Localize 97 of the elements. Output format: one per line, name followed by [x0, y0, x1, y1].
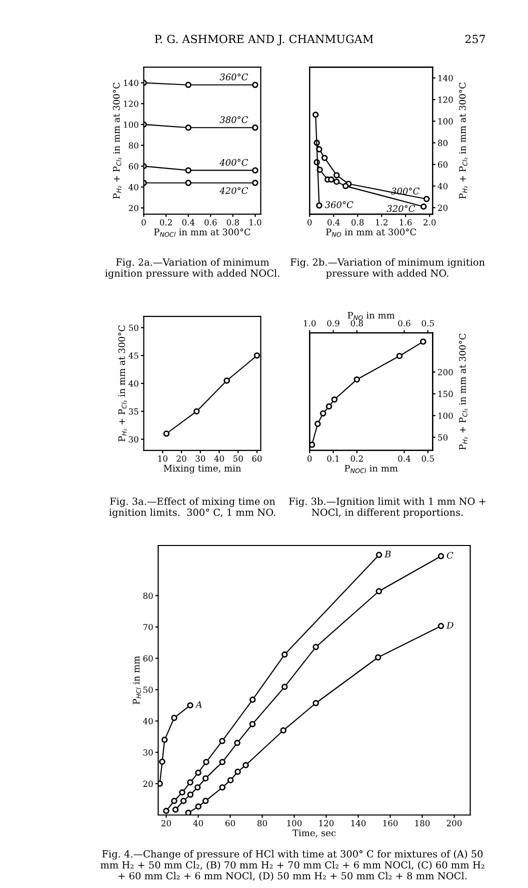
x2-axis-title: P$_{NO}$ in mm	[348, 312, 395, 320]
x-tick-label: 0.8	[352, 219, 364, 226]
y-tick-label: 35	[128, 408, 138, 415]
y-tick-label: 100	[124, 121, 138, 128]
y-tick-label: 50	[128, 324, 138, 331]
x-tick-label: 1.6	[400, 219, 412, 226]
x-tick-label: 0.8	[226, 219, 239, 226]
x-tick-label: 80	[257, 820, 267, 826]
x-tick-label: 40	[214, 455, 224, 462]
y-tick-label: 30	[128, 436, 138, 443]
y-tick-label: 30	[143, 749, 153, 756]
y2-tick-label: 40	[438, 183, 448, 190]
y-tick-label: 70	[143, 624, 153, 630]
x-tick-label: 1.2	[376, 219, 388, 226]
x-axis-title: P$_{NOCl}$ in mm at 300°C	[154, 228, 250, 237]
y2-axis-title: P$_{H₂}$ + P$_{Cl₂}$ in mm at 300°C	[459, 82, 468, 199]
x-tick-label: 100	[287, 820, 302, 826]
x-tick-label: 50	[234, 455, 243, 462]
y2-tick-label: 150	[438, 390, 453, 398]
series-label: 360°C	[324, 201, 354, 208]
x-tick-label: 60	[252, 455, 262, 462]
x-tick-label: 200	[446, 820, 462, 826]
y-axis-title: P$_{HCl}$ in mm	[132, 656, 141, 704]
x-tick-label: 0.5	[422, 455, 434, 462]
y-axis-title: P$_{H₂}$ + P$_{Cl₂}$ in mm at 300°C	[118, 325, 127, 442]
series-label: C	[446, 552, 454, 559]
y-axis-title: P$_{H₂}$ + P$_{Cl₂}$ in mm at 300°C	[112, 82, 122, 199]
series-label: 360°C	[220, 74, 248, 80]
y2-tick-label: 60	[438, 161, 448, 168]
y-tick-label: 40	[128, 380, 138, 387]
x-tick-label: 0.4	[398, 455, 410, 462]
text: Fig. 4.—Change of pressure of HCl with time at 300° C for mixtures of (A) 50 mm H₂ + 50 mm Cl₂, (B) 70 mm H₂ + 70 mm Cl₂ + 6 mm NOCl, (C) 60 mm H₂ + 60 mm Cl₂ + 6 mm NOCl, (D) 50 mm H₂ + 50 mm Cl₂ + 8 mm NOCl.	[100, 850, 484, 881]
x2-tick-label: 1.0	[304, 320, 316, 326]
x-axis-title: Time, sec	[292, 830, 336, 838]
series-label: 420°C	[220, 187, 248, 194]
x-axis-title: P$_{NOCl}$ in mm	[344, 464, 398, 474]
x2-tick-label: 0.5	[422, 320, 434, 326]
y-tick-label: 120	[124, 100, 138, 107]
x-tick-label: 0.1	[327, 455, 339, 462]
x-tick-label: 0.2	[160, 219, 172, 226]
text: Fig. 3b.—Ignition limit with 1 mm NO + NOCl, in different proportions.	[289, 497, 486, 518]
x-tick-label: 0.4	[182, 219, 195, 226]
x-axis-title: Mixing time, min	[164, 464, 241, 474]
x2-tick-label: 0.8	[350, 320, 363, 326]
x-tick-label: 30	[196, 455, 206, 462]
y-tick-label: 80	[128, 142, 138, 149]
x-tick-label: 60	[225, 820, 235, 826]
x-tick-label: 0.6	[204, 219, 217, 226]
series-label: 320°C	[386, 205, 416, 212]
x-tick-label: 0	[308, 455, 312, 462]
y-tick-label: 60	[143, 655, 153, 662]
text: Fig. 2b.—Variation of minimum ignition pressure with added NO.	[290, 258, 485, 279]
series-label: A	[195, 701, 202, 708]
x2-tick-label: 0.6	[398, 320, 410, 326]
y2-tick-label: 100	[438, 118, 453, 124]
y-tick-label: 20	[143, 780, 153, 787]
x-tick-label: 1.0	[250, 219, 262, 226]
x-tick-label: 0.4	[328, 219, 340, 226]
x2-tick-label: 0.9	[327, 320, 340, 326]
text: Fig. 3a.—Effect of mixing time on ignition limits. 300° C, 1 mm NO.	[109, 497, 276, 518]
y-tick-label: 60	[128, 163, 138, 170]
y2-tick-label: 20	[438, 204, 448, 211]
series-label: 300°C	[391, 188, 420, 194]
y2-tick-label: 100	[438, 412, 453, 419]
x-tick-label: 20	[176, 455, 186, 462]
y2-tick-label: 200	[438, 369, 453, 376]
y-tick-label: 40	[142, 718, 153, 724]
text: Fig. 2a.—Variation of minimum ignition pressure with added NOCl.	[105, 258, 280, 279]
y-tick-label: 50	[143, 686, 153, 693]
x-axis-title: P$_{NO}$ in mm at 300°C	[326, 228, 416, 237]
y-tick-label: 140	[124, 80, 138, 86]
y2-tick-label: 80	[438, 140, 448, 146]
y2-axis-title: P$_{H₂}$ + P$_{Cl₂}$ in mm at 300°C	[459, 334, 468, 450]
x-tick-label: 180	[415, 820, 430, 826]
x-tick-label: 0	[308, 219, 312, 226]
x-tick-label: 120	[319, 820, 334, 826]
y2-tick-label: 50	[438, 434, 448, 441]
x-tick-label: 140	[351, 820, 366, 826]
y-tick-label: 40	[128, 184, 138, 190]
x-tick-label: 10	[158, 455, 168, 462]
series-label: B	[384, 550, 391, 558]
y-tick-label: 20	[128, 204, 138, 212]
y2-tick-label: 140	[438, 74, 453, 82]
text: P. G. ASHMORE AND J. CHANMUGAM	[154, 34, 374, 46]
x-tick-label: 160	[383, 820, 398, 826]
series-label: 400°C	[220, 159, 248, 166]
y2-tick-label: 120	[438, 96, 453, 103]
y-tick-label: 80	[143, 592, 153, 599]
x-tick-label: 0.2	[350, 455, 363, 462]
y-tick-label: 45	[128, 352, 138, 359]
x-tick-label: 20	[161, 820, 171, 826]
x-tick-label: 2.0	[424, 219, 436, 226]
x-tick-label: 40	[193, 820, 203, 826]
text: 257	[465, 34, 485, 44]
series-label: D	[446, 622, 454, 629]
x-tick-label: 0	[142, 219, 146, 226]
series-label: 380°C	[220, 116, 248, 124]
